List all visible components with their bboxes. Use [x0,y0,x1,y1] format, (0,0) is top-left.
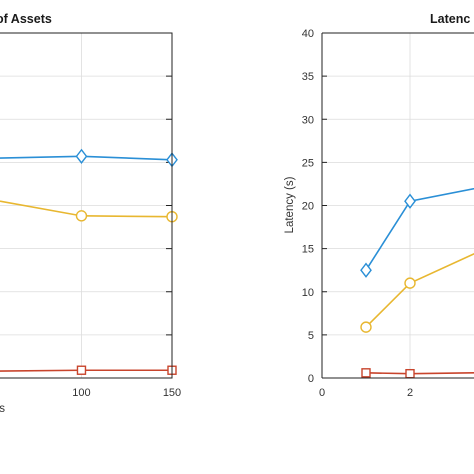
right-y-axis-label: Latency (s) [284,176,296,233]
right-series-2-point [360,321,372,333]
right-tick-labels: 05101520253035400246 [302,28,413,399]
right-series-line-2 [365,252,474,328]
right-series-line-1 [365,187,474,271]
right-series-group [360,187,474,379]
right-series-1-point [404,193,416,209]
right-y-tick-label: 0 [308,373,314,385]
right-series-3-point [405,368,415,379]
right-y-tick-label: 40 [302,28,314,40]
left-x-tick-label: 150 [163,387,181,399]
right-panel: Latenc Latency (s) 05101520253035400246 [284,12,474,399]
right-series-line-3 [365,372,474,375]
right-chart-title: Latenc [430,12,470,26]
left-x-tick-label: 100 [72,387,90,399]
right-y-tick-label: 15 [302,244,314,256]
right-y-tick-label: 35 [302,71,314,83]
right-y-tick-label: 30 [302,114,314,126]
right-x-tick-label: 0 [319,387,325,399]
left-chart-title: of Assets [0,12,52,26]
left-plot-frame [0,32,173,379]
left-series-3-point [76,365,87,375]
left-tick-labels: 100 150 [72,387,181,399]
left-series-2-point [75,210,88,222]
right-y-tick-label: 20 [302,201,314,213]
left-panel: of Assets ts 100 150 [0,12,181,415]
right-series-1-point [360,262,372,278]
right-y-tick-label: 10 [302,287,314,299]
right-y-tick-label: 25 [302,157,314,169]
right-series-3-point [361,368,371,378]
left-series-1-point [75,148,88,164]
left-x-axis-label: ts [0,403,5,415]
right-y-tick-label: 5 [308,330,314,342]
right-x-tick-label: 2 [407,387,413,399]
right-series-2-point [404,277,416,289]
